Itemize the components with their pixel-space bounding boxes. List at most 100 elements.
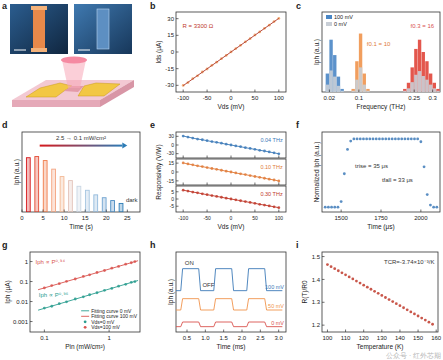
x-tick-label: 0.5	[183, 335, 192, 341]
data-point	[110, 267, 113, 270]
data-point	[420, 317, 423, 320]
y-tick-label: 1.3	[312, 299, 321, 305]
histogram-bar	[374, 92, 377, 93]
x-tick-label: 100	[322, 335, 333, 341]
data-point	[366, 286, 369, 289]
x-tick	[436, 330, 437, 333]
x-axis-label: Pin (mW/cm²)	[65, 343, 105, 351]
data-point	[187, 190, 190, 193]
data-point	[326, 263, 329, 266]
histogram-bar	[344, 92, 347, 93]
device-pad	[31, 48, 47, 52]
legend-swatch	[326, 22, 332, 26]
legend-swatch	[326, 15, 332, 19]
x-tick-label: 20	[103, 215, 110, 221]
x-tick-label: 0.02	[324, 95, 336, 101]
data-point	[103, 289, 106, 292]
y-tick	[30, 261, 33, 262]
data-point	[346, 148, 349, 151]
panel-label: h	[150, 240, 156, 250]
data-point	[388, 298, 391, 301]
plot-marks	[26, 157, 123, 212]
y-axis-label: Responsivity (V/W)	[155, 144, 163, 199]
pulse-bar	[85, 190, 89, 212]
electrode	[26, 83, 72, 97]
data-point	[201, 138, 204, 141]
legend-swatch	[81, 316, 89, 317]
histogram-bar	[425, 61, 428, 92]
data-point	[225, 197, 228, 200]
data-point	[384, 138, 387, 141]
data-point	[244, 173, 247, 176]
data-point	[187, 136, 190, 139]
y-tick-label: 0.001	[13, 319, 29, 325]
y-axis-label: Ids (μA)	[155, 41, 163, 64]
x-tick-label: -100	[178, 215, 188, 221]
histogram-bar	[340, 91, 343, 92]
x-tick	[207, 210, 208, 213]
x-tick-label: 0.1	[355, 95, 364, 101]
x-tick-label: -50	[203, 215, 210, 221]
x-tick	[278, 90, 279, 93]
data-point	[206, 193, 209, 196]
data-point	[210, 194, 213, 197]
x-tick	[432, 90, 433, 93]
x-tick	[231, 183, 232, 186]
data-point	[258, 203, 261, 206]
plot-marks	[182, 17, 280, 87]
x-tick-label: 0	[230, 215, 233, 221]
x-tick	[242, 330, 243, 333]
histogram-bar	[355, 61, 358, 92]
annotation: trise = 35 μs	[355, 163, 388, 169]
x-tick	[278, 183, 279, 186]
histogram-bar	[352, 91, 355, 92]
data-point	[196, 138, 199, 141]
histogram-bar	[322, 92, 325, 93]
data-point	[225, 143, 228, 146]
x-tick-label: 25	[124, 215, 131, 221]
histogram-bar	[433, 88, 436, 92]
data-point	[365, 138, 368, 141]
x-tick	[205, 330, 206, 333]
series-line	[176, 299, 282, 310]
data-point	[43, 287, 46, 290]
histogram-bar	[363, 74, 366, 92]
y-tick	[176, 163, 179, 164]
plot-frame	[176, 159, 286, 185]
histogram-bar	[359, 34, 362, 92]
annotation: Iph ∝ P⁰·⁹⁴	[36, 259, 66, 265]
x-tick	[207, 90, 208, 93]
data-point	[399, 304, 402, 307]
y-tick-label: 0	[171, 142, 174, 148]
y-tick-label: -15	[167, 178, 174, 184]
data-point	[65, 280, 68, 283]
y-tick	[30, 301, 33, 302]
data-point	[423, 165, 426, 168]
data-point	[249, 174, 252, 177]
y-tick-label: 0.1	[20, 279, 29, 285]
histogram-bar	[326, 85, 329, 92]
histogram-bar	[396, 92, 399, 93]
x-tick	[127, 210, 128, 213]
histogram-bar	[422, 52, 425, 92]
data-point	[191, 163, 194, 166]
data-point	[96, 291, 99, 294]
annotation: Iph ∝ P⁰·⁹⁶	[39, 292, 69, 298]
data-point	[117, 265, 120, 268]
data-point	[344, 273, 347, 276]
pulse-bar	[60, 177, 64, 212]
histogram-bar	[418, 40, 421, 92]
data-point	[196, 191, 199, 194]
data-point	[373, 290, 376, 293]
histogram-bar	[429, 74, 432, 92]
panel-label: f	[296, 120, 300, 130]
legend-swatch	[81, 310, 89, 311]
data-point	[407, 138, 410, 141]
x-axis-label: Time (s)	[69, 223, 93, 231]
data-point	[343, 172, 346, 175]
x-tick	[64, 210, 65, 213]
data-point	[58, 302, 61, 305]
x-tick	[85, 210, 86, 213]
histogram-bar	[436, 91, 439, 92]
y-tick	[176, 35, 179, 36]
